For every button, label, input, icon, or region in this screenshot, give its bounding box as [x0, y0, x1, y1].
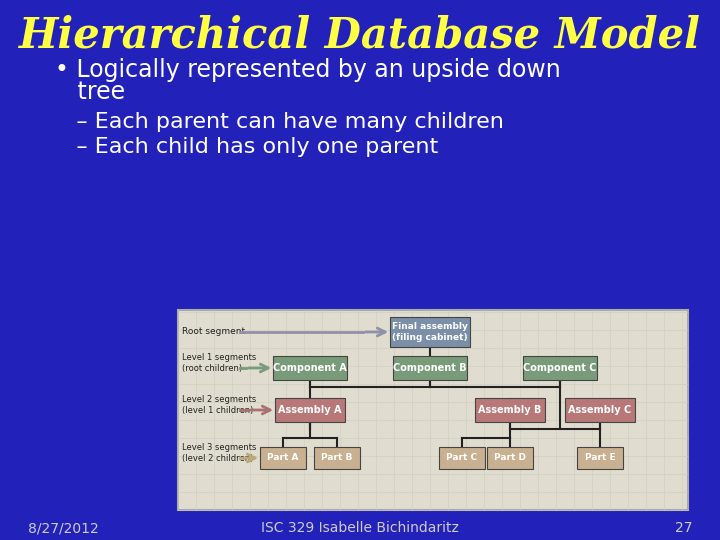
Text: Final assembly
(filing cabinet): Final assembly (filing cabinet) — [392, 322, 468, 342]
FancyBboxPatch shape — [178, 310, 688, 510]
Text: Assembly C: Assembly C — [568, 405, 631, 415]
FancyBboxPatch shape — [275, 398, 345, 422]
Text: Part B: Part B — [321, 454, 353, 462]
Text: Component C: Component C — [523, 363, 597, 373]
FancyBboxPatch shape — [390, 317, 470, 347]
Text: Assembly B: Assembly B — [478, 405, 541, 415]
Text: Part C: Part C — [446, 454, 477, 462]
Text: Level 3 segments
(level 2 children): Level 3 segments (level 2 children) — [182, 443, 256, 463]
Text: Component A: Component A — [273, 363, 347, 373]
Text: Part E: Part E — [585, 454, 616, 462]
FancyBboxPatch shape — [577, 447, 623, 469]
Text: Part A: Part A — [267, 454, 299, 462]
FancyBboxPatch shape — [487, 447, 533, 469]
Text: ISC 329 Isabelle Bichindaritz: ISC 329 Isabelle Bichindaritz — [261, 521, 459, 535]
Text: – Each child has only one parent: – Each child has only one parent — [55, 137, 438, 157]
Text: 27: 27 — [675, 521, 692, 535]
Text: Level 1 segments
(root children): Level 1 segments (root children) — [182, 353, 256, 373]
Text: Hierarchical Database Model: Hierarchical Database Model — [19, 14, 701, 56]
FancyBboxPatch shape — [260, 447, 306, 469]
Text: Root segment: Root segment — [182, 327, 245, 336]
Text: – Each parent can have many children: – Each parent can have many children — [55, 112, 504, 132]
Text: Assembly A: Assembly A — [278, 405, 342, 415]
Text: Component B: Component B — [393, 363, 467, 373]
Text: 8/27/2012: 8/27/2012 — [28, 521, 99, 535]
Text: Part D: Part D — [494, 454, 526, 462]
FancyBboxPatch shape — [439, 447, 485, 469]
Text: Level 2 segments
(level 1 children): Level 2 segments (level 1 children) — [182, 395, 256, 415]
Text: tree: tree — [55, 80, 125, 104]
FancyBboxPatch shape — [314, 447, 360, 469]
Text: • Logically represented by an upside down: • Logically represented by an upside dow… — [55, 58, 561, 82]
FancyBboxPatch shape — [273, 356, 347, 380]
FancyBboxPatch shape — [565, 398, 635, 422]
FancyBboxPatch shape — [523, 356, 597, 380]
FancyBboxPatch shape — [393, 356, 467, 380]
FancyBboxPatch shape — [475, 398, 545, 422]
